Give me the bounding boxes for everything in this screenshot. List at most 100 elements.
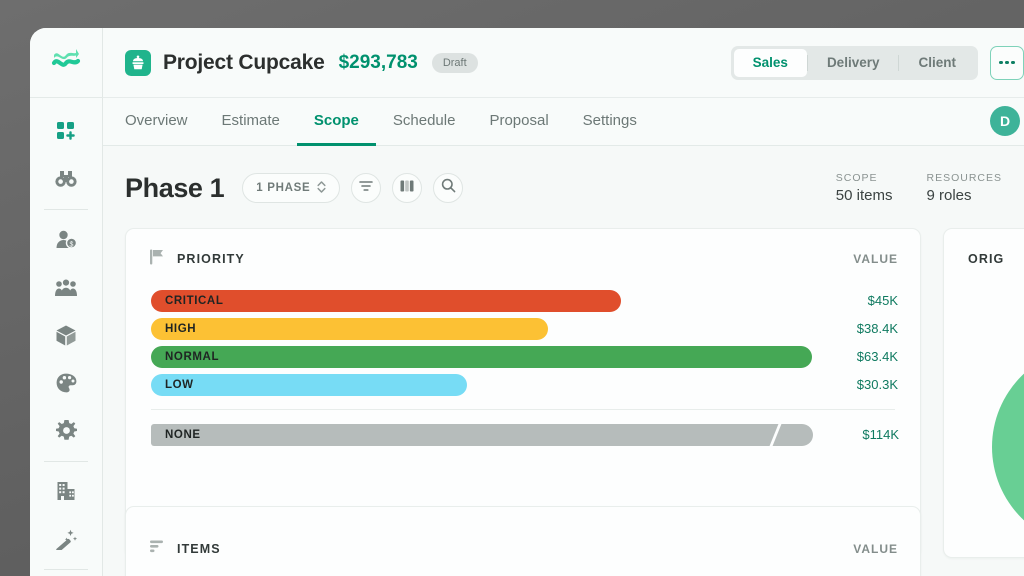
box-icon xyxy=(56,325,76,346)
priority-bars: CRITICAL $45K HIGH $38.4K xyxy=(126,287,920,448)
sidebar-divider xyxy=(44,208,88,210)
dot-3-icon xyxy=(1011,60,1015,65)
sidebar-item-sales[interactable]: $ xyxy=(30,216,103,264)
page-title: Project Cupcake xyxy=(163,50,325,74)
bar-value-high: $38.4K xyxy=(856,321,898,336)
sidebar-item-products[interactable] xyxy=(30,311,103,359)
sidebar-item-explore[interactable] xyxy=(30,155,103,203)
search-button[interactable] xyxy=(433,173,464,203)
origin-card: ORIG xyxy=(943,228,1024,558)
bar-track-critical: CRITICAL xyxy=(126,289,812,312)
stat-scope: SCOPE 50 items xyxy=(836,172,893,204)
segment-sales[interactable]: Sales xyxy=(733,48,807,77)
bar-row-low[interactable]: LOW $30.3K xyxy=(126,371,920,398)
building-icon xyxy=(56,481,76,501)
filter-icon xyxy=(359,179,374,197)
sidebar-item-dashboard[interactable] xyxy=(30,108,103,156)
sidebar-divider-2 xyxy=(44,460,88,462)
bar-normal: NORMAL xyxy=(151,345,812,368)
app-logo[interactable] xyxy=(30,28,103,98)
origin-donut-chart xyxy=(992,347,1024,547)
stat-resources: RESOURCES 9 roles xyxy=(926,172,1002,204)
phase-title: Phase 1 xyxy=(125,172,225,203)
segment-divider-1 xyxy=(806,54,808,71)
bar-critical: CRITICAL xyxy=(151,289,621,312)
bar-label-low: LOW xyxy=(165,378,194,391)
phase-toolbar: Phase 1 1 PHASE xyxy=(125,172,1024,204)
bar-label-none: NONE xyxy=(165,428,201,441)
grid-plus-icon xyxy=(56,121,76,141)
columns-icon xyxy=(400,179,414,198)
project-total: $293,783 xyxy=(338,51,418,73)
priority-card-header: PRIORITY VALUE xyxy=(126,247,920,271)
tab-proposal[interactable]: Proposal xyxy=(489,112,549,129)
sidebar-item-company[interactable] xyxy=(30,468,103,516)
palette-icon xyxy=(56,373,77,393)
stat-scope-value: 50 items xyxy=(835,187,893,204)
bar-row-none[interactable]: NONE $114K xyxy=(126,421,920,448)
sidebar-item-settings[interactable] xyxy=(30,407,103,455)
tab-scope[interactable]: Scope xyxy=(296,98,376,146)
segment-divider-2 xyxy=(898,54,900,71)
bar-row-normal[interactable]: NORMAL $63.4K xyxy=(126,343,920,370)
items-card-title: ITEMS xyxy=(177,542,221,556)
tab-overview[interactable]: Overview xyxy=(125,112,188,129)
stats-group: SCOPE 50 items RESOURCES 9 roles xyxy=(836,172,1002,204)
stat-resources-value: 9 roles xyxy=(926,187,972,204)
stat-resources-label: RESOURCES xyxy=(926,172,1002,184)
gear-icon xyxy=(55,420,77,441)
bar-slash-icon xyxy=(768,421,783,448)
items-card-header: ITEMS VALUE xyxy=(126,537,920,561)
tab-schedule[interactable]: Schedule xyxy=(392,112,456,129)
top-bar: Project Cupcake $293,783 Draft Sales Del… xyxy=(103,28,1024,98)
sidebar-item-design[interactable] xyxy=(30,359,103,407)
flag-icon xyxy=(150,249,165,270)
bar-high: HIGH xyxy=(151,317,548,340)
sidebar-item-magic[interactable] xyxy=(30,515,103,563)
binoculars-icon xyxy=(55,170,77,188)
items-card: ITEMS VALUE xyxy=(125,506,921,576)
priority-value-header: VALUE xyxy=(853,252,898,266)
topbar-right: Sales Delivery Client xyxy=(730,45,1024,80)
items-value-header: VALUE xyxy=(853,542,898,556)
origin-card-title: ORIG xyxy=(968,252,1005,266)
tab-bar: Overview Estimate Scope Schedule Proposa… xyxy=(103,98,1024,146)
list-icon xyxy=(150,540,165,558)
phase-select[interactable]: 1 PHASE xyxy=(242,173,341,203)
avatar[interactable]: D xyxy=(990,106,1020,136)
people-group-icon xyxy=(55,279,77,297)
bar-row-critical[interactable]: CRITICAL $45K xyxy=(126,287,920,314)
bar-row-high[interactable]: HIGH $38.4K xyxy=(126,315,920,342)
dot-2-icon xyxy=(1005,60,1009,65)
columns-button[interactable] xyxy=(392,173,423,203)
bar-value-normal: $63.4K xyxy=(856,349,898,364)
view-segmented-control[interactable]: Sales Delivery Client xyxy=(730,45,978,80)
sidebar: $ xyxy=(30,28,103,576)
bar-label-normal: NORMAL xyxy=(165,350,220,363)
magic-wand-icon xyxy=(55,529,77,550)
bar-track-normal: NORMAL xyxy=(126,345,812,368)
bar-value-none: $114K xyxy=(862,427,899,442)
sidebar-item-team[interactable] xyxy=(30,264,103,312)
segment-delivery[interactable]: Delivery xyxy=(826,55,880,70)
sidebar-divider-3 xyxy=(44,569,88,570)
cupcake-icon xyxy=(125,49,151,76)
status-badge: Draft xyxy=(431,52,478,73)
person-dollar-icon: $ xyxy=(56,230,77,250)
filter-button[interactable] xyxy=(351,173,382,203)
bar-track-low: LOW xyxy=(126,373,812,396)
dot-1-icon xyxy=(999,60,1003,65)
app-window: $ xyxy=(30,28,1024,576)
stat-scope-label: SCOPE xyxy=(835,172,878,184)
more-options-button[interactable] xyxy=(990,45,1024,80)
svg-text:$: $ xyxy=(69,242,73,249)
bar-none: NONE xyxy=(151,421,813,448)
segment-client[interactable]: Client xyxy=(918,55,956,70)
tab-settings[interactable]: Settings xyxy=(582,112,637,129)
bar-low: LOW xyxy=(151,373,467,396)
chevron-updown-icon xyxy=(317,180,326,197)
tab-estimate[interactable]: Estimate xyxy=(221,112,280,129)
wave-logo-icon xyxy=(51,46,81,79)
search-icon xyxy=(441,178,456,198)
bar-value-low: $30.3K xyxy=(856,377,898,392)
